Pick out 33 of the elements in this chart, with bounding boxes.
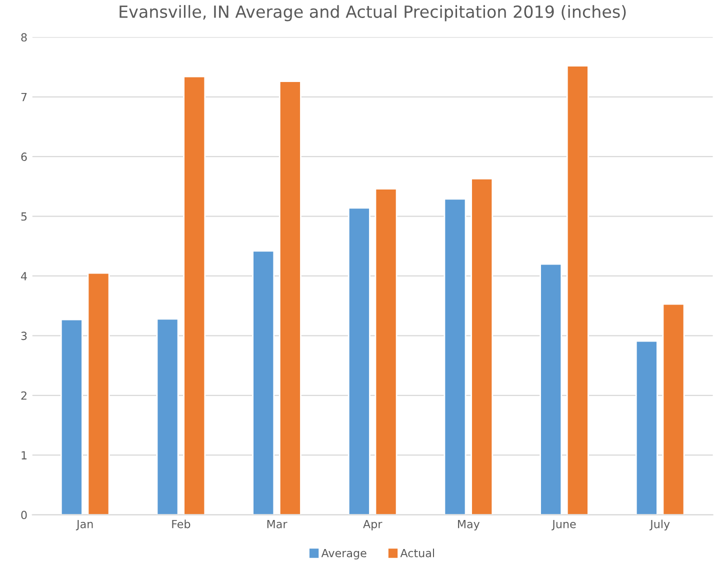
y-tick-label: 2 <box>21 391 26 400</box>
bar <box>444 198 466 515</box>
bar <box>156 318 179 515</box>
x-tick-label: June <box>552 520 576 530</box>
chart-title: Evansville, IN Average and Actual Precipitation 2019 (inches) <box>120 5 626 22</box>
x-tick-label: Apr <box>363 520 382 530</box>
bar <box>566 65 589 515</box>
bar <box>662 303 685 515</box>
bar <box>278 80 302 515</box>
y-tick-label: 7 <box>21 93 27 102</box>
bar <box>348 207 370 515</box>
bar <box>87 272 110 515</box>
legend-label: Actual <box>400 548 434 558</box>
bar <box>470 178 494 515</box>
legend-label: Average <box>321 549 366 560</box>
y-tick-label: 8 <box>21 33 27 42</box>
y-tick-label: 1 <box>22 451 27 460</box>
y-tick-label: 5 <box>21 212 27 221</box>
y-tick-label: 0 <box>21 510 27 520</box>
bar <box>635 340 658 515</box>
y-tick-label: 3 <box>21 332 27 340</box>
y-tick-label: 6 <box>21 152 27 161</box>
bar <box>252 250 275 515</box>
bar <box>60 318 83 515</box>
x-tick-label: July <box>650 520 670 530</box>
x-tick-label: May <box>458 520 480 530</box>
bar <box>374 188 398 515</box>
x-tick-label: Jan <box>76 520 93 530</box>
bar <box>540 263 562 515</box>
x-tick-label: Mar <box>267 520 288 528</box>
x-tick-label: Feb <box>172 520 190 528</box>
y-tick-label: 4 <box>21 272 27 280</box>
bar <box>183 76 206 515</box>
